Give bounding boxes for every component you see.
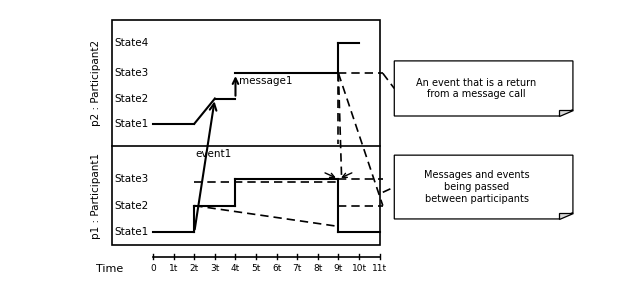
Text: 4t: 4t	[231, 264, 240, 273]
Polygon shape	[394, 155, 573, 219]
Text: 11t: 11t	[372, 264, 387, 273]
Polygon shape	[559, 213, 573, 219]
Text: State1: State1	[115, 119, 149, 129]
Text: 10t: 10t	[352, 264, 367, 273]
Text: State2: State2	[115, 201, 149, 211]
Text: 0: 0	[150, 264, 156, 273]
Text: Messages and events
being passed
between participants: Messages and events being passed between…	[424, 171, 530, 204]
Text: 5t: 5t	[251, 264, 261, 273]
Text: State2: State2	[115, 93, 149, 104]
Text: An event that is a return
from a message call: An event that is a return from a message…	[417, 78, 537, 99]
Text: State1: State1	[115, 227, 149, 237]
Text: message1: message1	[239, 76, 292, 86]
Polygon shape	[559, 110, 573, 116]
Text: 2t: 2t	[189, 264, 199, 273]
Text: 7t: 7t	[293, 264, 302, 273]
Text: State4: State4	[115, 38, 149, 48]
Text: event1: event1	[196, 149, 232, 159]
Text: Time: Time	[96, 264, 123, 274]
Text: State3: State3	[115, 68, 149, 78]
Text: 8t: 8t	[313, 264, 323, 273]
Text: p1 : Participant1: p1 : Participant1	[91, 153, 101, 239]
Text: 3t: 3t	[210, 264, 219, 273]
Polygon shape	[394, 61, 573, 116]
Text: 6t: 6t	[272, 264, 281, 273]
Text: p2 : Participant2: p2 : Participant2	[91, 40, 101, 126]
Text: State3: State3	[115, 174, 149, 184]
Text: 9t: 9t	[334, 264, 343, 273]
Text: 1t: 1t	[169, 264, 179, 273]
